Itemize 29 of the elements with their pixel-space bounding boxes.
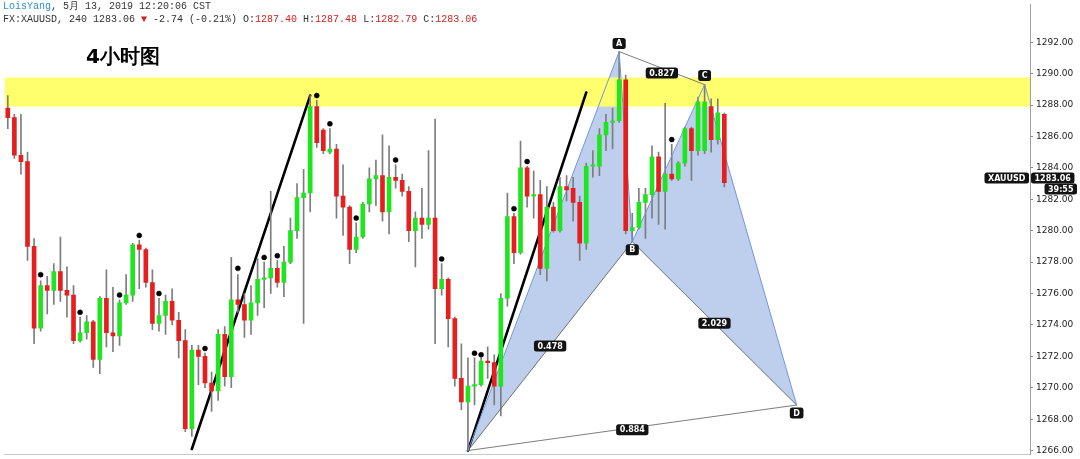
y-tick-label: 1266.00 <box>1036 444 1074 455</box>
annotation: 1283.06 <box>435 14 478 25</box>
y-tick-label: 1272.00 <box>1036 350 1074 361</box>
y-tick-label: 1278.00 <box>1036 256 1074 267</box>
y-tick-label: 1286.00 <box>1036 130 1074 141</box>
annotation: 0.827 <box>649 68 675 78</box>
y-tick-label: 1282.00 <box>1036 193 1074 204</box>
annotation: 0.884 <box>619 425 646 435</box>
y-tick-label: 1290.00 <box>1036 67 1074 78</box>
text: 4小时图 <box>86 44 160 68</box>
annotation: A <box>616 39 624 49</box>
annotation: D <box>793 408 801 418</box>
text: 1283.06 <box>1034 173 1071 183</box>
chart-subtitle: LoisYang, 5月 13, 2019 12:20:06 CST <box>3 1 212 13</box>
annotation: B <box>629 245 636 255</box>
y-tick-label: 1288.00 <box>1036 99 1074 110</box>
y-tick-label: 1284.00 <box>1036 162 1074 173</box>
text: FX:XAUUSD, 240 1283.06 ▼ -2.74 (-0.21%) O:1287.40 H:1287.48 L:1282.79 C: <box>3 14 436 25</box>
y-tick-label: 1280.00 <box>1036 225 1074 236</box>
annotation: C <box>701 71 708 81</box>
y-tick-label: 1274.00 <box>1036 319 1074 330</box>
y-tick-label: 1292.00 <box>1036 36 1074 47</box>
annotation: XAUUSD <box>987 173 1026 183</box>
annotation: 0.478 <box>537 341 564 351</box>
y-tick-label: 1268.00 <box>1036 413 1074 424</box>
annotation: 2.029 <box>701 318 728 328</box>
y-tick-label: 1270.00 <box>1036 382 1074 393</box>
y-tick-label: 1276.00 <box>1036 287 1074 298</box>
text: 39:55 <box>1048 184 1074 194</box>
